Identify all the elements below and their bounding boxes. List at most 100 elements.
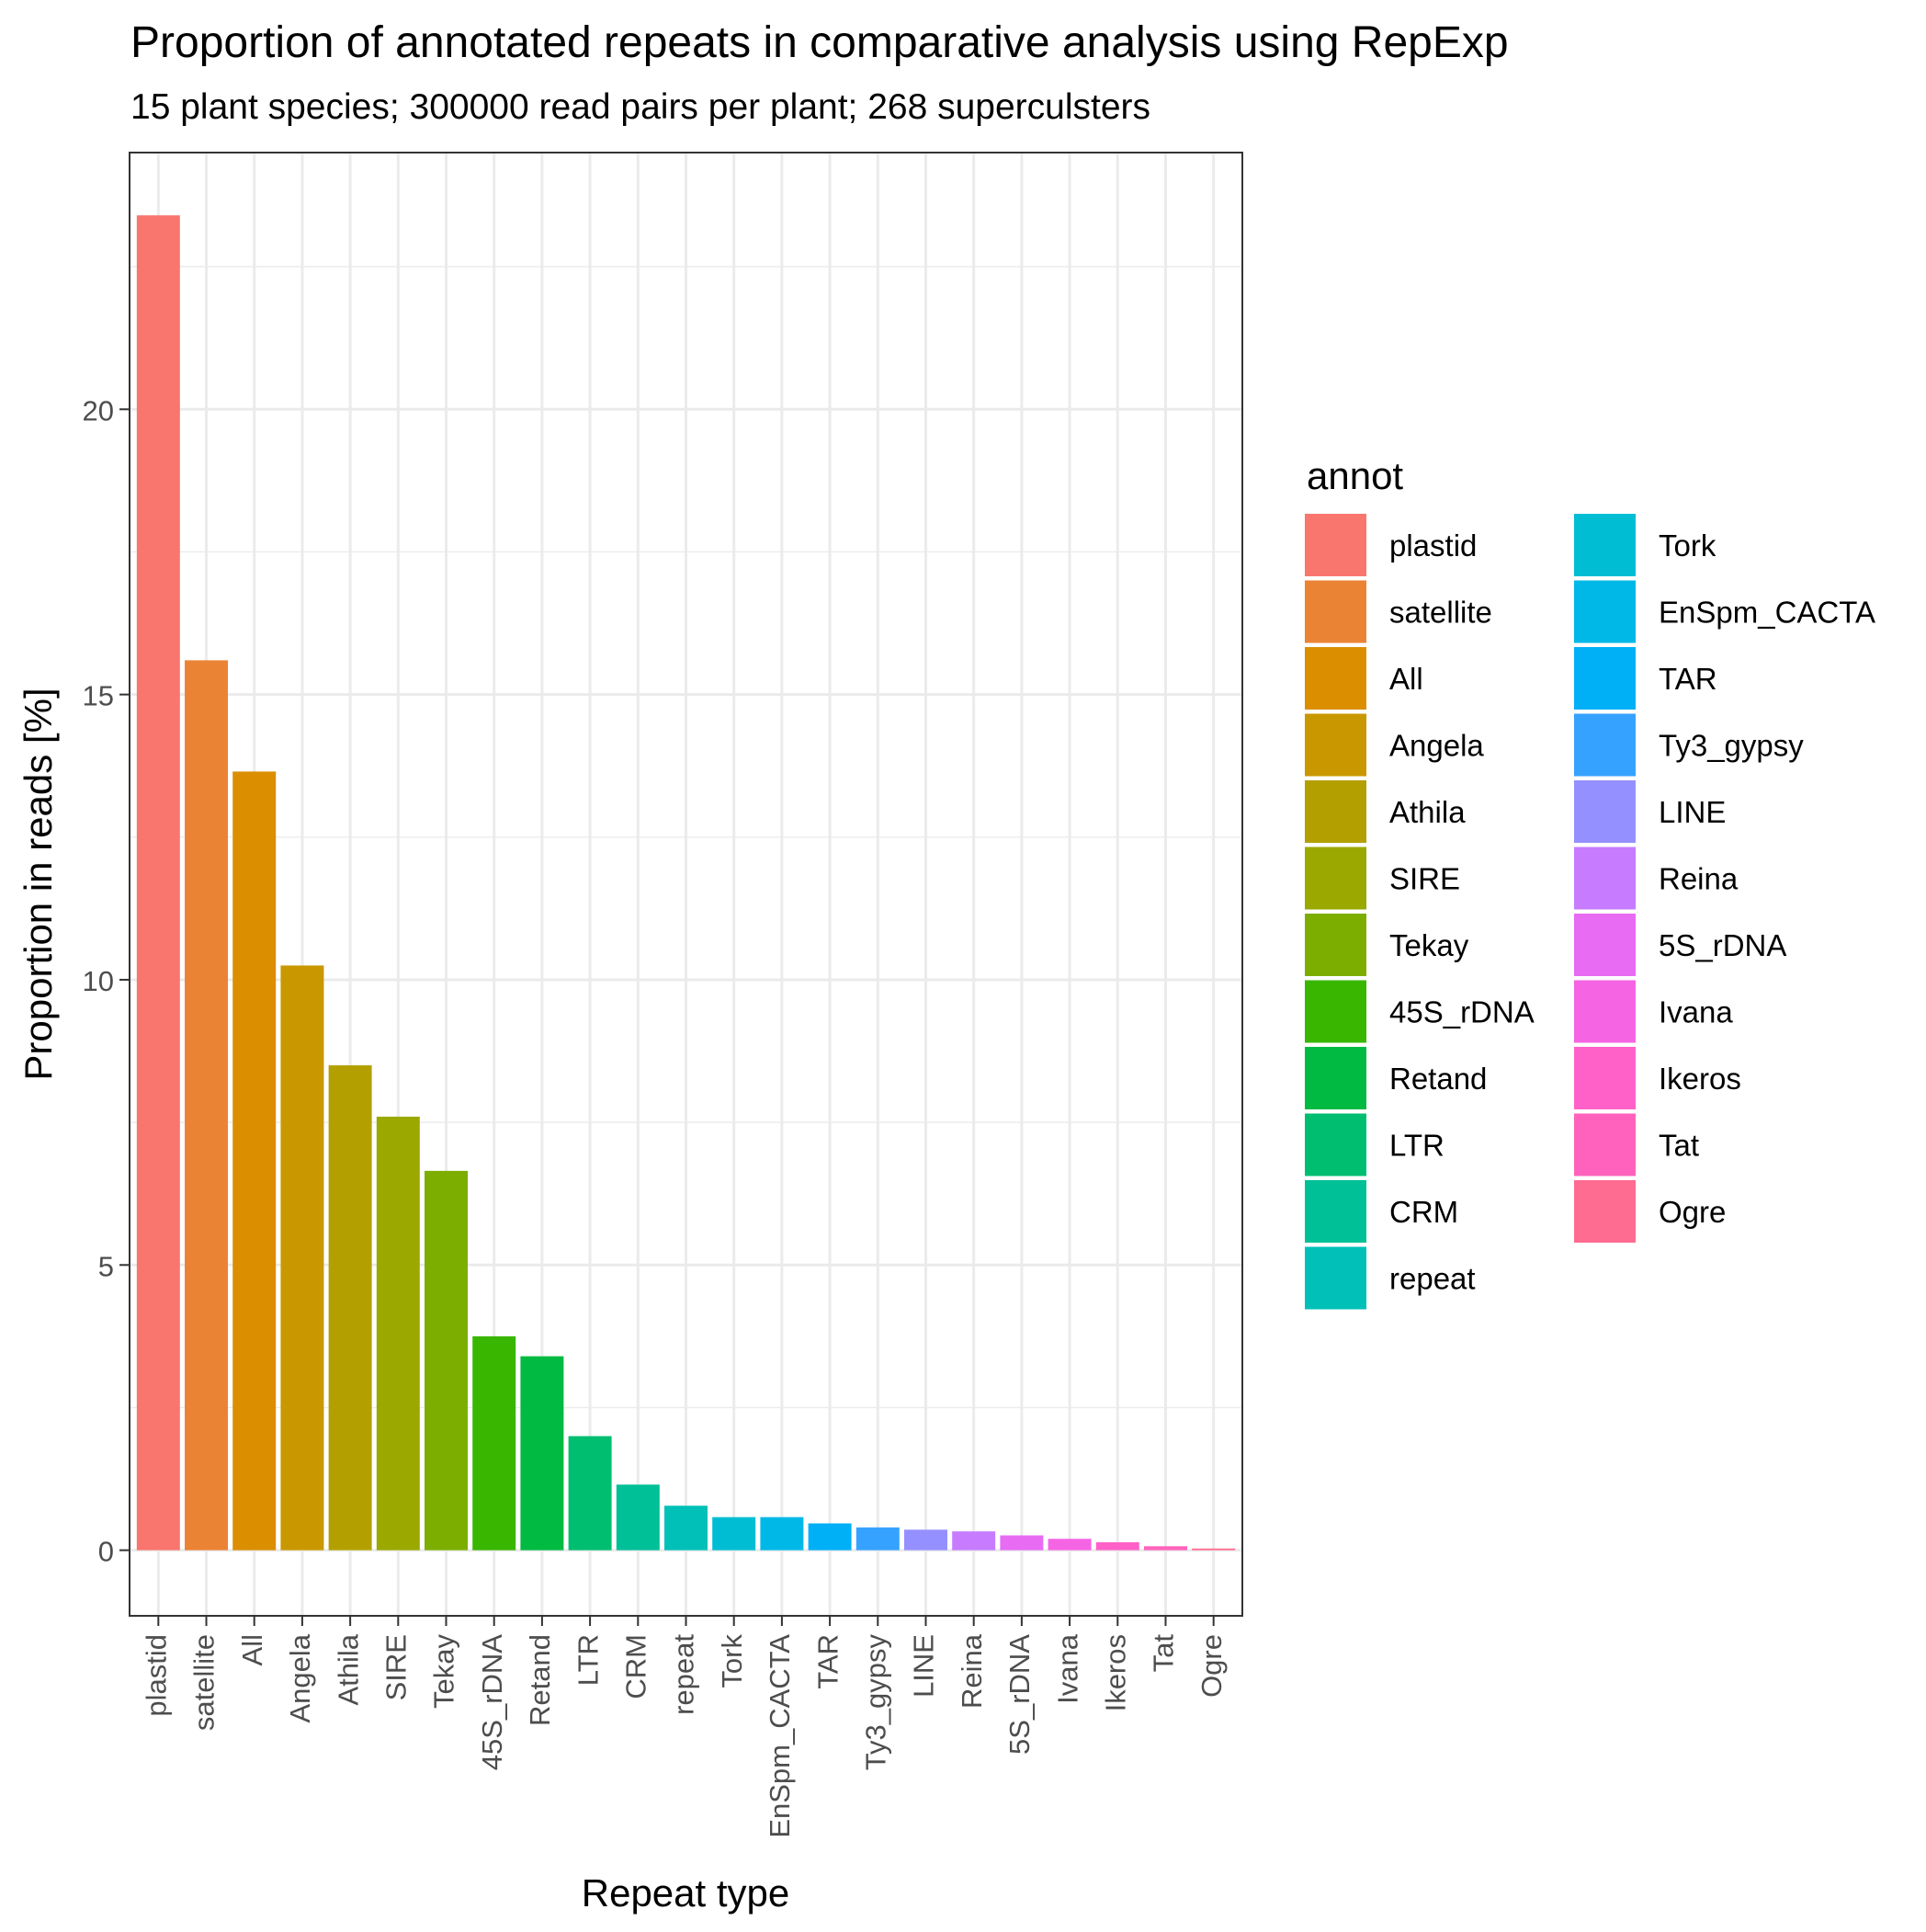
legend-label: Tork [1659,528,1716,563]
legend-key [1305,980,1366,1043]
bar-Tat [1143,1546,1187,1551]
legend-label: 5S_rDNA [1659,928,1786,962]
bar-Athila [328,1065,372,1551]
chart-title: Proportion of annotated repeats in compa… [130,18,1509,67]
legend-label: Angela [1389,729,1484,763]
legend-label: repeat [1389,1262,1476,1296]
x-tick-label: Tork [716,1634,748,1688]
legend-key [1574,1113,1636,1176]
x-tick-label: 45S_rDNA [476,1634,508,1770]
bar-LINE [904,1529,947,1551]
y-tick-label: 15 [83,680,114,712]
bar-All [232,771,277,1551]
legend-label: TAR [1659,662,1717,696]
legend-key [1574,847,1636,910]
x-tick-label: Ty3_gypsy [859,1634,891,1771]
bar-Angela [280,965,324,1551]
legend-key [1305,1246,1366,1310]
x-tick-label: Ikeros [1099,1634,1131,1711]
x-tick-label: 5S_rDNA [1003,1634,1036,1755]
legend-label: Ty3_gypsy [1659,729,1804,763]
y-axis: 0 5 10 15 20 [83,394,130,1568]
legend-key [1574,713,1636,777]
x-axis-title: Repeat type [582,1871,790,1915]
x-tick-label: Ivana [1051,1633,1083,1704]
legend-key [1305,1047,1366,1109]
bar-Ivana [1048,1539,1092,1551]
bar-Ty3_gypsy [855,1527,900,1551]
legend-label: 45S_rDNA [1389,995,1535,1029]
legend-label: Reina [1659,862,1739,896]
x-tick-label: Reina [956,1633,988,1709]
legend-key [1574,580,1636,643]
x-tick-label: SIRE [380,1634,412,1700]
legend-label: satellite [1389,596,1492,630]
legend-key [1574,1047,1636,1109]
x-tick-label: Angela [284,1633,316,1722]
x-tick-label: Ogre [1195,1634,1228,1698]
bar-CRM [616,1484,660,1551]
bar-5S_rDNA [1000,1535,1044,1551]
bar-plastid [136,215,180,1551]
legend-key [1574,780,1636,843]
legend-key [1574,647,1636,710]
legend-key [1574,1180,1636,1243]
chart-subtitle: 15 plant species; 300000 read pairs per … [130,87,1150,127]
x-tick-label: LINE [908,1634,940,1698]
bar-Retand [520,1356,564,1551]
bar-Tork [712,1517,756,1551]
legend-key [1574,980,1636,1043]
bar-repeat [664,1506,708,1551]
legend-label: EnSpm_CACTA [1659,596,1875,630]
legend-label: Tekay [1389,928,1469,962]
bar-SIRE [376,1116,420,1551]
bar-Reina [952,1531,996,1551]
legend-key [1305,1113,1366,1176]
bar-LTR [568,1436,612,1551]
legend-label: CRM [1389,1195,1458,1229]
legend-key [1574,914,1636,976]
legend-label: LINE [1659,795,1726,829]
legend-label: Ogre [1659,1195,1726,1229]
x-tick-label: plastid [141,1634,173,1717]
y-tick-label: 5 [98,1250,114,1282]
bar-TAR [808,1523,852,1551]
legend-label: Tat [1659,1129,1699,1163]
legend-label: Retand [1389,1062,1487,1096]
legend-key [1305,780,1366,843]
x-tick-label: LTR [572,1634,604,1686]
legend-label: Ivana [1659,995,1733,1029]
bar-Ikeros [1095,1541,1139,1551]
x-axis: plastid satellite All Angela Athila SIRE Tekay… [141,1616,1228,1838]
legend-key [1305,713,1366,777]
x-tick-label: EnSpm_CACTA [764,1634,796,1838]
legend-key [1305,514,1366,576]
bars-layer [136,215,1236,1551]
x-tick-label: CRM [619,1634,651,1699]
x-tick-label: Athila [332,1633,364,1705]
legend-label: Athila [1389,795,1466,829]
x-tick-label: TAR [811,1634,844,1689]
legend-label: All [1389,662,1423,696]
legend-key [1305,580,1366,643]
x-tick-label: satellite [188,1634,221,1731]
x-tick-label: repeat [668,1634,700,1715]
legend-key [1305,1180,1366,1243]
y-tick-label: 10 [83,965,114,997]
bar-45S_rDNA [472,1335,516,1551]
legend-label: LTR [1389,1129,1444,1163]
legend-key [1305,647,1366,710]
bar-Ogre [1192,1548,1236,1551]
legend: annot plastid satellite All Angela Athila SIR… [1305,454,1875,1310]
legend-key [1305,847,1366,910]
x-tick-label: All [236,1634,268,1665]
legend-key [1305,914,1366,976]
bar-Tekay [425,1170,468,1551]
legend-title: annot [1307,454,1403,497]
legend-key [1574,514,1636,576]
x-tick-label: Tekay [428,1634,460,1709]
bar-EnSpm_CACTA [760,1517,804,1551]
y-axis-title: Proportion in reads [%] [17,688,60,1080]
